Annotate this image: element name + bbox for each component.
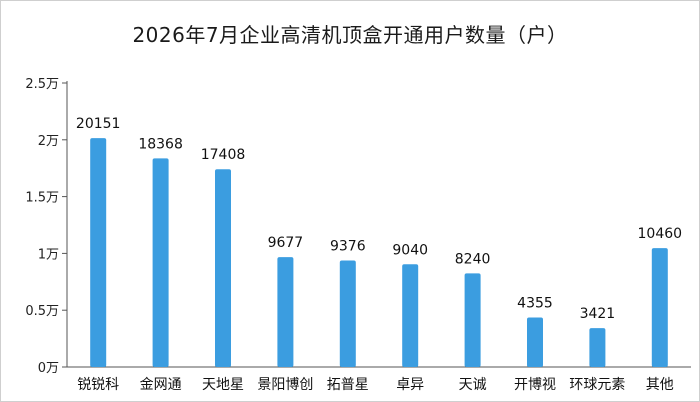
bars (90, 138, 668, 367)
bar (152, 158, 169, 367)
category-label: 金网通 (140, 377, 182, 393)
category-label: 卓异 (396, 377, 424, 393)
data-label: 18368 (138, 136, 183, 152)
y-tick-label: 1万 (38, 247, 59, 262)
y-tick-label: 0万 (38, 361, 59, 376)
y-tick-label: 2.5万 (25, 77, 59, 92)
bar (527, 317, 543, 367)
bar (90, 138, 107, 367)
y-tick-label: 0.5万 (25, 304, 59, 319)
category-label: 拓普星 (327, 377, 369, 393)
data-label: 8240 (455, 251, 491, 267)
category-label: 天诚 (459, 377, 487, 393)
data-label: 17408 (201, 147, 246, 163)
bar (402, 264, 419, 367)
chart-title: 2026年7月企业高清机顶盒开通用户数量（户） (132, 23, 568, 47)
category-label: 其他 (646, 377, 674, 393)
category-label: 开博视 (514, 376, 556, 393)
data-label: 20151 (76, 116, 121, 132)
value-labels: 20151 18368 17408 9677 9376 9040 8240 4355 3421 1… (76, 116, 682, 322)
data-label: 9376 (330, 238, 366, 254)
data-label: 4355 (517, 296, 553, 312)
y-tick-label: 1.5万 (25, 191, 59, 206)
category-label: 景阳博创 (257, 376, 313, 393)
category-label: 锐锐科 (77, 377, 119, 393)
bar (339, 260, 356, 367)
category-label: 环球元素 (569, 377, 625, 393)
category-labels: 锐锐科 金网通 天地星 景阳博创 拓普星 卓异 天诚 开博视 环球元素 其他 (77, 376, 674, 393)
bar (651, 248, 668, 367)
category-label: 天地星 (202, 377, 244, 393)
data-label: 3421 (580, 306, 616, 322)
bar (215, 169, 231, 367)
data-label: 10460 (638, 226, 683, 242)
y-axis-ticks: 0万 0.5万 1万 1.5万 2万 2.5万 (25, 77, 67, 376)
data-label: 9677 (268, 235, 304, 251)
chart-axes (66, 81, 691, 368)
bar (464, 273, 481, 367)
y-tick-label: 2万 (38, 134, 59, 149)
data-label: 9040 (392, 242, 428, 258)
bar (277, 257, 294, 367)
bar (589, 328, 606, 367)
